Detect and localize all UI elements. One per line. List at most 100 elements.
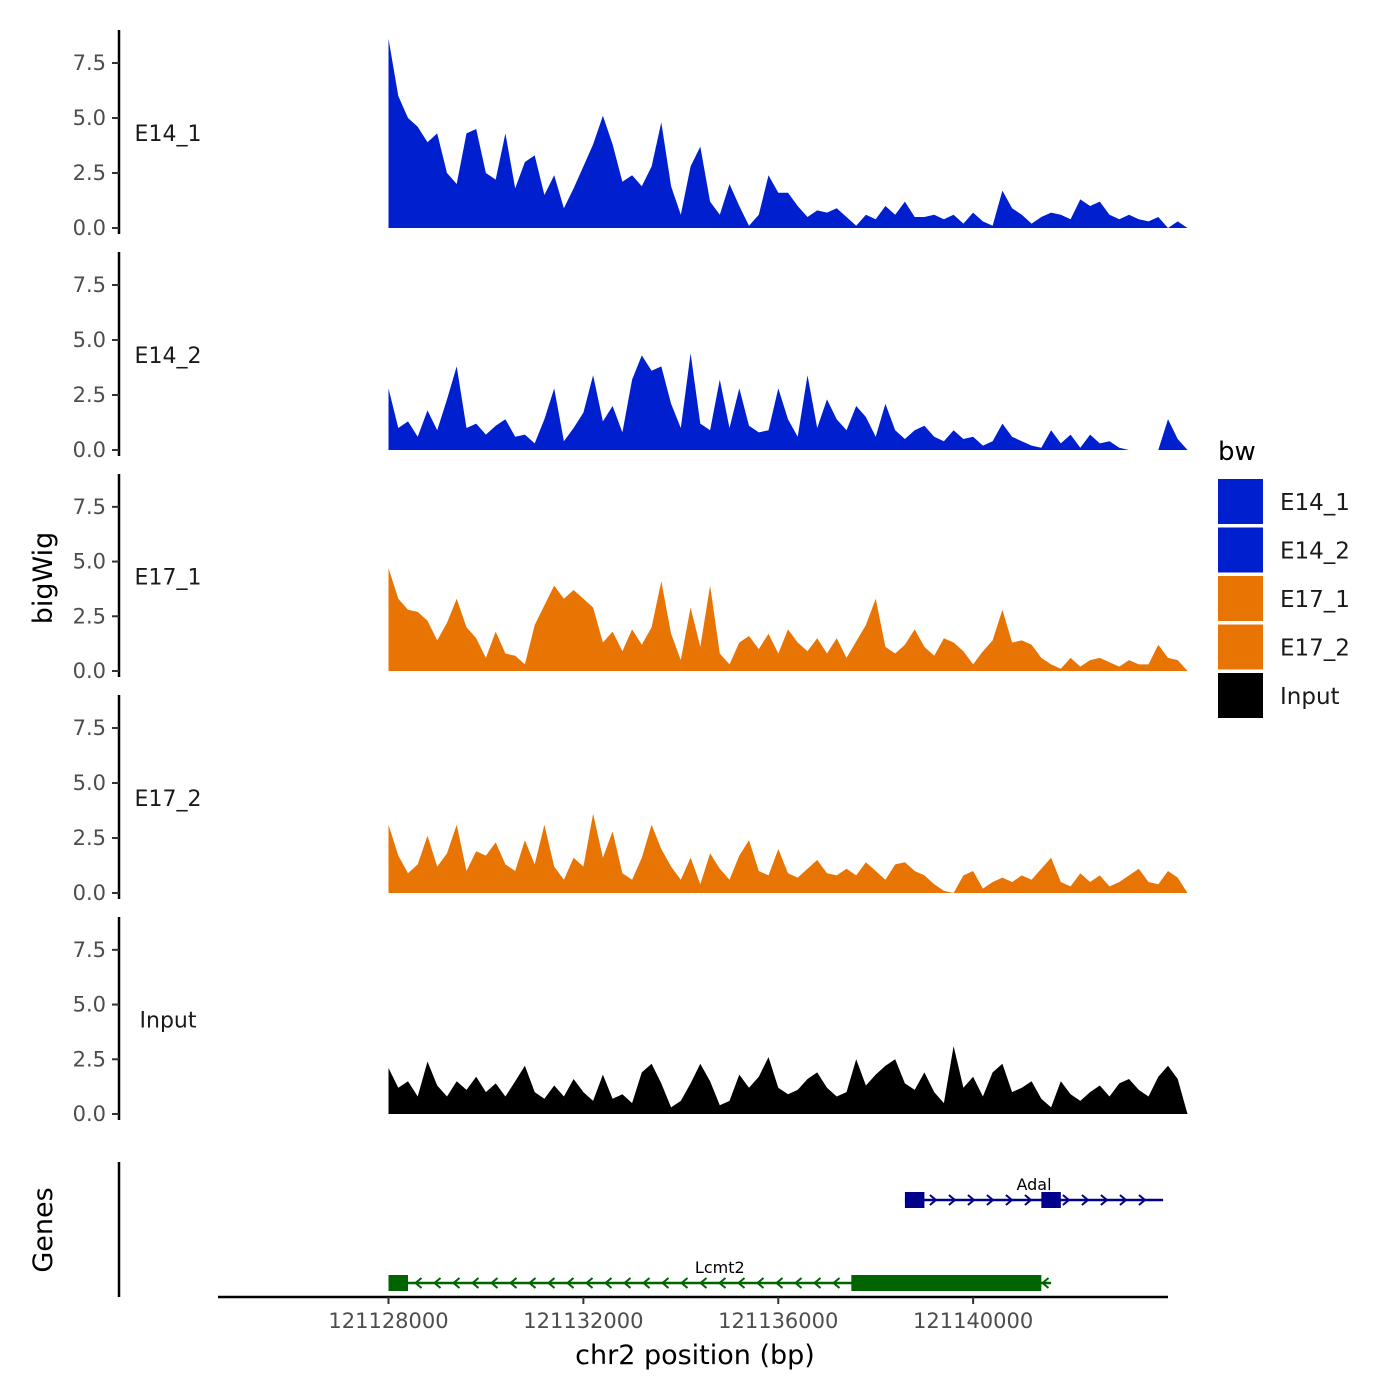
y-tick-label: 2.5 bbox=[73, 383, 106, 407]
strand-arrow bbox=[470, 1277, 480, 1289]
track-e17-1: 0.0 2.5 5.0 7.5 E17_1 bbox=[73, 474, 1188, 683]
y-tick-label: 5.0 bbox=[73, 106, 106, 130]
gene-lcmt2: Lcmt2 bbox=[388, 1258, 1052, 1291]
gene-exon bbox=[388, 1275, 408, 1291]
y-tick-label: 2.5 bbox=[73, 826, 106, 850]
y-tick-label: 2.5 bbox=[73, 161, 106, 185]
strand-arrow bbox=[774, 1277, 784, 1289]
y-tick-label: 7.5 bbox=[73, 938, 106, 962]
genes-axis-title: Genes bbox=[28, 1187, 59, 1272]
gene-exon bbox=[851, 1275, 1042, 1291]
coverage-area bbox=[388, 568, 1188, 671]
strand-arrow bbox=[755, 1277, 765, 1289]
strand-arrow bbox=[603, 1277, 613, 1289]
strand-arrow bbox=[929, 1194, 938, 1206]
legend-label: E17_1 bbox=[1280, 587, 1350, 613]
strand-arrow bbox=[793, 1277, 803, 1289]
coverage-tracks: 0.0 2.5 5.0 7.5 E14_1 0.0 2.5 5.0 7.5 E14_2 0.0 2.5… bbox=[73, 30, 1188, 1126]
strand-arrow bbox=[1100, 1194, 1109, 1206]
track-label: E14_1 bbox=[135, 122, 202, 147]
gene-label: Lcmt2 bbox=[695, 1258, 745, 1277]
y-tick-label: 2.5 bbox=[73, 1047, 106, 1071]
y-tick-label: 0.0 bbox=[73, 881, 106, 905]
strand-arrow bbox=[451, 1277, 461, 1289]
y-tick-label: 5.0 bbox=[73, 771, 106, 795]
strand-arrow bbox=[508, 1277, 518, 1289]
strand-arrow bbox=[679, 1277, 689, 1289]
track-label: E17_1 bbox=[135, 566, 202, 591]
strand-arrow bbox=[565, 1277, 575, 1289]
strand-arrow bbox=[1005, 1194, 1014, 1206]
y-tick-label: 2.5 bbox=[73, 604, 106, 628]
legend-label: E14_2 bbox=[1280, 539, 1350, 565]
strand-arrow bbox=[1119, 1194, 1128, 1206]
strand-arrow bbox=[489, 1277, 499, 1289]
legend-label: E17_2 bbox=[1280, 636, 1350, 662]
strand-arrow bbox=[1024, 1194, 1033, 1206]
y-tick-label: 0.0 bbox=[73, 438, 106, 462]
coverage-area bbox=[388, 813, 1188, 893]
track-e17-2: 0.0 2.5 5.0 7.5 E17_2 bbox=[73, 695, 1188, 905]
strand-arrow bbox=[812, 1277, 822, 1289]
y-tick-label: 0.0 bbox=[73, 1102, 106, 1126]
strand-arrow bbox=[736, 1277, 746, 1289]
x-axis-title: chr2 position (bp) bbox=[575, 1340, 815, 1371]
strand-arrow bbox=[831, 1277, 841, 1289]
gene-adal: Adal bbox=[904, 1175, 1164, 1208]
strand-arrow bbox=[948, 1194, 957, 1206]
track-e14-1: 0.0 2.5 5.0 7.5 E14_1 bbox=[73, 30, 1188, 240]
legend-title: bw bbox=[1218, 437, 1256, 467]
strand-arrow bbox=[1081, 1194, 1090, 1206]
gene-exon bbox=[1041, 1192, 1061, 1208]
y-tick-label: 7.5 bbox=[73, 273, 106, 297]
gene-exon bbox=[904, 1192, 925, 1208]
coverage-area bbox=[388, 38, 1188, 228]
legend-label: Input bbox=[1280, 684, 1340, 710]
strand-arrow bbox=[1062, 1194, 1071, 1206]
y-tick-label: 5.0 bbox=[73, 550, 106, 574]
legend-label: E14_1 bbox=[1280, 490, 1350, 516]
gene-label: Adal bbox=[1016, 1175, 1051, 1194]
x-axis: 121128000 121132000 121136000 121140000 bbox=[218, 1295, 1168, 1333]
strand-arrow bbox=[698, 1277, 708, 1289]
x-tick-label: 121132000 bbox=[523, 1309, 643, 1333]
legend-swatch bbox=[1218, 673, 1263, 718]
legend-swatch bbox=[1218, 624, 1263, 670]
strand-arrow bbox=[967, 1194, 976, 1206]
strand-arrow bbox=[584, 1277, 594, 1289]
track-e14-2: 0.0 2.5 5.0 7.5 E14_2 bbox=[73, 252, 1188, 462]
x-tick-label: 121140000 bbox=[913, 1309, 1033, 1333]
legend-swatch bbox=[1218, 576, 1263, 621]
legend: bw E14_1 E14_2 E17_1 E17_2 Input bbox=[1218, 437, 1350, 718]
strand-arrow bbox=[622, 1277, 632, 1289]
y-tick-label: 5.0 bbox=[73, 328, 106, 352]
y-tick-label: 5.0 bbox=[73, 993, 106, 1017]
strand-arrow bbox=[717, 1277, 727, 1289]
x-tick-label: 121128000 bbox=[328, 1309, 448, 1333]
y-tick-label: 7.5 bbox=[73, 51, 106, 75]
strand-arrow bbox=[986, 1194, 995, 1206]
x-tick-label: 121136000 bbox=[718, 1309, 838, 1333]
coverage-area bbox=[388, 1046, 1188, 1114]
track-label: E17_2 bbox=[135, 787, 202, 812]
y-tick-label: 7.5 bbox=[73, 495, 106, 519]
track-input: 0.0 2.5 5.0 7.5 Input bbox=[73, 917, 1188, 1126]
y-axis-title: bigWig bbox=[28, 532, 59, 625]
strand-arrow bbox=[641, 1277, 651, 1289]
strand-arrow bbox=[413, 1277, 423, 1289]
coverage-area bbox=[388, 353, 1188, 450]
legend-swatch bbox=[1218, 479, 1263, 524]
strand-arrow bbox=[1040, 1277, 1050, 1289]
track-label: Input bbox=[140, 1009, 197, 1034]
strand-arrow bbox=[660, 1277, 670, 1289]
strand-arrow bbox=[1138, 1194, 1147, 1206]
y-tick-label: 0.0 bbox=[73, 659, 106, 683]
legend-swatch bbox=[1218, 527, 1263, 573]
y-tick-label: 7.5 bbox=[73, 716, 106, 740]
track-label: E14_2 bbox=[135, 344, 202, 369]
y-tick-label: 0.0 bbox=[73, 216, 106, 240]
strand-arrow bbox=[527, 1277, 537, 1289]
genes-panel: Adal Lcmt2 bbox=[117, 1162, 1164, 1297]
strand-arrow bbox=[432, 1277, 442, 1289]
